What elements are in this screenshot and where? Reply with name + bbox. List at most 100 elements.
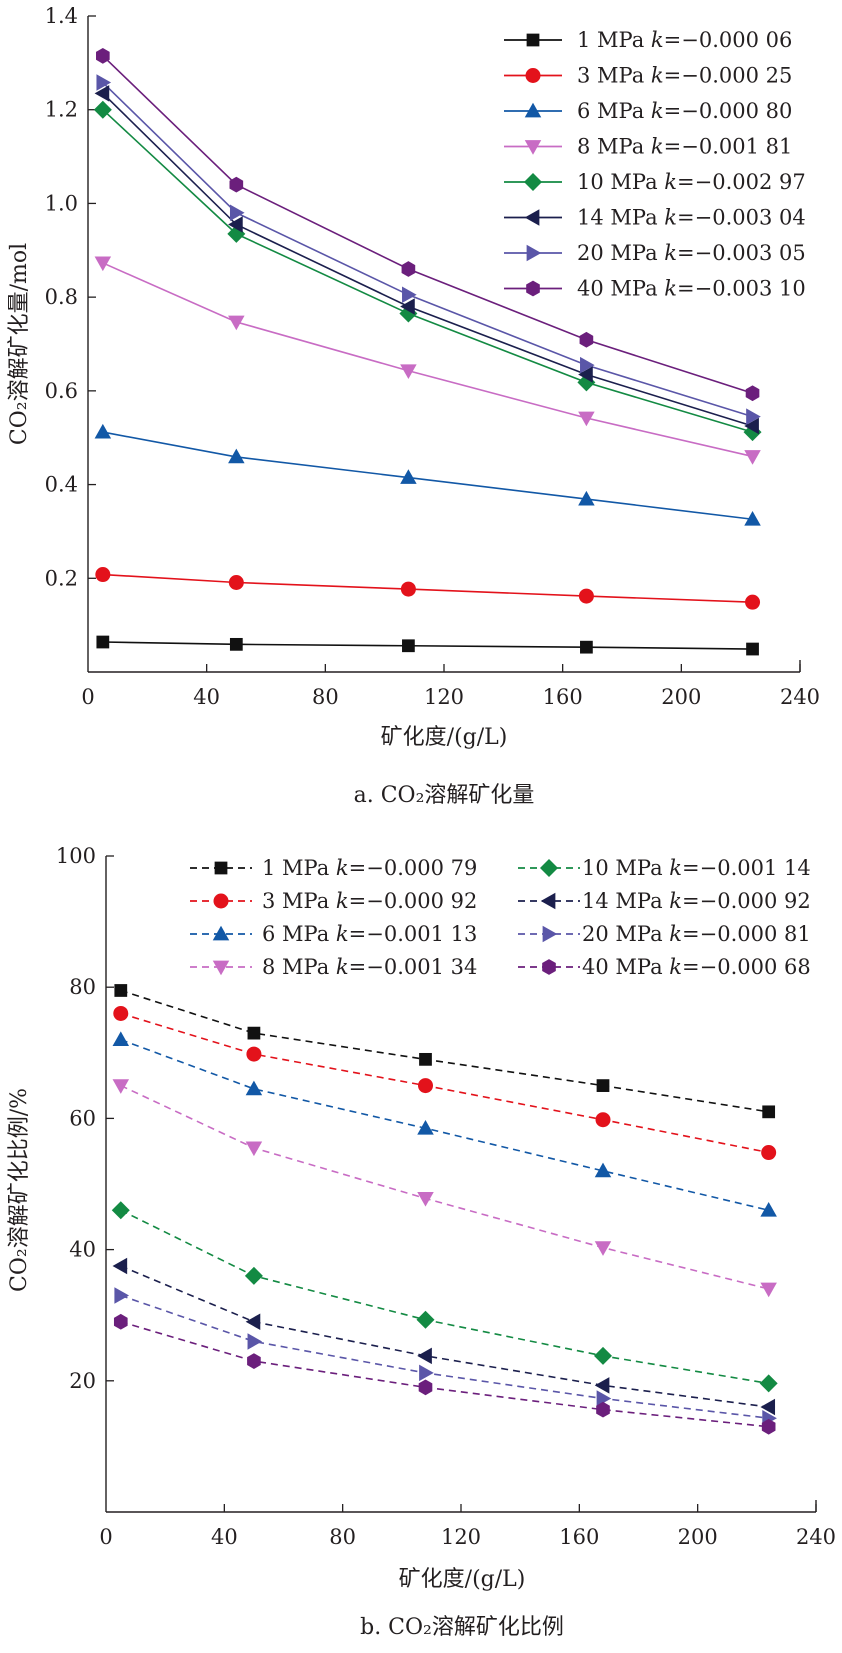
chart-b-data-point [247, 1026, 261, 1040]
chart-a-legend-label: 8 MPa k=−0.001 81 [577, 135, 792, 159]
chart-a-legend-marker [526, 33, 540, 47]
chart-a-data-point [744, 450, 761, 465]
chart-a-legend-marker [524, 102, 542, 118]
chart-b-legend-label: 3 MPa k=−0.000 92 [262, 889, 477, 913]
chart-a-legend-marker [525, 68, 541, 83]
chart-b-legend-marker [213, 893, 229, 909]
chart-a-y-tick-label: 0.8 [45, 285, 78, 309]
chart-b-x-tick-label: 160 [559, 1525, 599, 1549]
chart-a-y-tick-label: 0.6 [45, 379, 78, 403]
chart-a-data-point [400, 469, 417, 484]
chart-b-data-point [596, 1401, 610, 1418]
chart-b-legend: 1 MPa k=−0.000 79 3 MPa k=−0.000 92 6 MPa … [190, 856, 811, 979]
chart-a-y-tick-label: 1.4 [45, 4, 78, 28]
chart-a-data-point [228, 448, 245, 464]
chart-a-data-point [578, 411, 595, 427]
chart-b-data-point [419, 1364, 434, 1382]
chart-a-series-line [102, 641, 753, 650]
chart-b-data-point [417, 1347, 432, 1365]
chart-b-data-point [245, 1313, 261, 1331]
chart-b-legend-label: 6 MPa k=−0.001 13 [262, 922, 477, 946]
chart-b-ticks: 0 40 80 120 160 200 240 20 40 60 80 100 [56, 844, 836, 1549]
chart-b-data-point [247, 1353, 261, 1369]
chart-b-data-point [760, 1282, 777, 1298]
chart-a-legend-marker [524, 209, 540, 226]
chart-b-data-point [418, 1078, 433, 1094]
chart-b-series-line [120, 989, 769, 1113]
chart-a-data-point [400, 364, 417, 379]
chart-b-data-point [416, 1310, 435, 1329]
chart-b-data-point [417, 1192, 434, 1207]
chart-a-x-tick-label: 40 [193, 685, 220, 709]
chart-b-x-tick-label: 80 [329, 1525, 356, 1549]
chart-a-y-tick-label: 0.4 [45, 473, 78, 497]
chart-b-data-point [113, 1005, 129, 1021]
chart-b-series-markers [111, 984, 778, 1435]
chart-b-data-point [114, 984, 128, 997]
chart-b-y-tick-label: 100 [56, 844, 96, 868]
chart-a-ticks: 0 40 80 120 160 200 240 0.2 0.4 0.6 0.8 1.0 1.2 1.4 [45, 4, 820, 709]
chart-b-caption: b. CO₂溶解矿化比例 [360, 1615, 564, 1640]
chart-b-legend-marker [212, 960, 230, 976]
chart-b-x-tick-label: 40 [211, 1525, 238, 1549]
chart-b-data-point [245, 1141, 263, 1157]
chart-b-data-point [760, 1398, 776, 1416]
chart-b-data-point [244, 1266, 263, 1285]
chart-b-series-line [120, 1038, 769, 1212]
chart-a-data-point [744, 417, 759, 435]
chart-a-data-point [229, 176, 244, 193]
chart-a-legend-label: 40 MPa k=−0.003 10 [577, 277, 806, 301]
chart-b-legend-marker [212, 925, 230, 941]
chart-a-data-point [94, 85, 110, 102]
chart-b-series-line [120, 1294, 769, 1419]
chart-a-data-point [94, 256, 112, 272]
chart-b-legend-label: 20 MPa k=−0.000 81 [582, 922, 811, 946]
chart-a-data-point [95, 567, 111, 583]
chart-a-data-point [746, 642, 759, 656]
chart-a-data-point [229, 637, 243, 651]
chart-b-legend-marker [540, 892, 556, 910]
chart-b-data-point [112, 1031, 130, 1047]
chart-b-data-point [594, 1346, 612, 1365]
chart-b-x-tick-label: 200 [678, 1525, 718, 1549]
chart-a-data-point [93, 100, 112, 119]
chart-a-x-tick-label: 200 [661, 685, 701, 709]
chart-a-data-point [401, 261, 416, 277]
chart-a-y-tick-label: 0.2 [45, 566, 78, 590]
chart-a-y-tick-label: 1.0 [45, 191, 78, 215]
chart-a-data-point [94, 423, 112, 439]
chart-a-data-point [746, 408, 761, 425]
chart-b-data-point [761, 1418, 776, 1435]
chart-a-data-point [402, 639, 415, 653]
chart-a-data-point [745, 594, 761, 610]
chart-a-legend-label: 3 MPa k=−0.000 25 [577, 64, 792, 88]
chart-a-y-axis-label: CO₂溶解矿化量/mol [7, 243, 32, 445]
chart-a-x-tick-label: 0 [81, 685, 94, 709]
chart-b-legend-marker [214, 861, 228, 875]
chart-b-data-point [762, 1105, 776, 1119]
chart-b-data-point [114, 1287, 130, 1304]
chart-a-series-markers [93, 47, 762, 656]
chart-b-legend-label: 14 MPa k=−0.000 92 [582, 889, 811, 913]
chart-b-series-lines [120, 989, 769, 1428]
chart-b-data-point [417, 1119, 434, 1135]
chart-a-data-point [578, 366, 593, 383]
chart-a-series-line [102, 573, 753, 603]
chart-b-legend-marker [542, 925, 558, 943]
chart-a-x-axis-label: 矿化度/(g/L) [381, 725, 508, 750]
chart-a-data-point [96, 74, 112, 91]
chart-b-y-tick-label: 80 [69, 975, 96, 999]
chart-b-data-point [595, 1112, 611, 1128]
chart-b-data-point [112, 1079, 130, 1094]
chart-a-legend-label: 10 MPa k=−0.002 97 [577, 170, 806, 194]
chart-a-legend-marker [526, 280, 540, 297]
chart-a-data-point [580, 356, 595, 374]
chart-a-data-point [96, 47, 110, 64]
chart-b-data-point [418, 1379, 433, 1396]
chart-a-y-tick-label: 1.2 [45, 98, 78, 122]
chart-b-legend-label: 8 MPa k=−0.001 34 [262, 955, 477, 979]
chart-a-data-point [578, 490, 595, 506]
chart-b-data-point [760, 1201, 777, 1217]
chart-a-legend-marker [524, 173, 542, 191]
chart-b-data-point [594, 1162, 612, 1178]
